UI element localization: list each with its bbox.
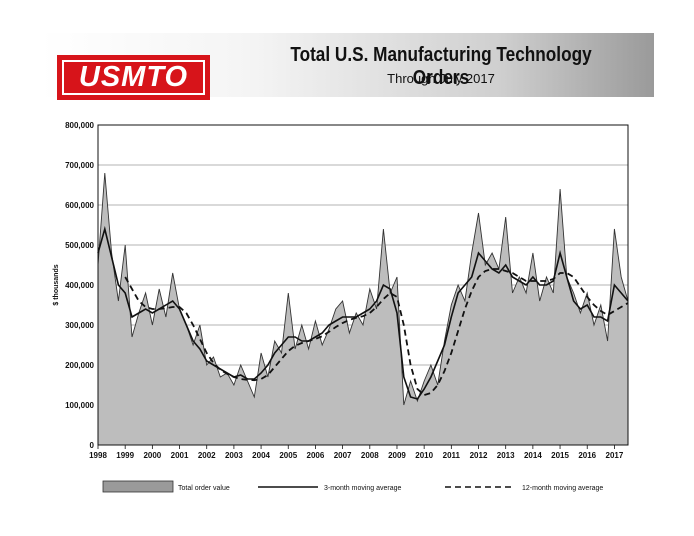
x-tick-label: 2009: [388, 451, 406, 460]
series-area-total-order-value: [98, 173, 628, 445]
x-tick-label: 2004: [252, 451, 270, 460]
chart-subtitle: Through July 2017: [387, 71, 495, 86]
x-tick-label: 2005: [279, 451, 297, 460]
x-tick-label: 2007: [334, 451, 352, 460]
x-tick-label: 1998: [89, 451, 107, 460]
x-tick-label: 2014: [524, 451, 542, 460]
legend: Total order value 3-month moving average…: [102, 480, 603, 493]
x-tick-label: 2013: [497, 451, 515, 460]
x-tick-label: 2006: [307, 451, 325, 460]
y-tick-label: 400,000: [65, 281, 94, 290]
y-tick-label: 100,000: [65, 401, 94, 410]
x-tick-label: 2000: [143, 451, 161, 460]
legend-swatch-total: [102, 480, 174, 493]
x-tick-label: 2002: [198, 451, 216, 460]
x-tick-label: 2016: [578, 451, 596, 460]
y-tick-label: 0: [90, 441, 95, 450]
usmto-logo: USMTO: [57, 55, 210, 100]
y-tick-label: 500,000: [65, 241, 94, 250]
legend-label-ma12: 12-month moving average: [522, 485, 603, 492]
plot-frame: [97, 124, 629, 446]
x-tick-label: 2015: [551, 451, 569, 460]
x-tick-label: 2011: [443, 451, 461, 460]
y-axis-label: $ thousands: [53, 264, 60, 305]
series-line-12-month-average: [124, 268, 629, 397]
logo-frame: USMTO: [62, 60, 205, 95]
legend-label-total: Total order value: [178, 485, 230, 492]
x-tick-label: 2012: [470, 451, 488, 460]
series-line-3-month-average: [97, 225, 629, 400]
logo-text: USMTO: [78, 61, 189, 93]
chart-title: Total U.S. Manufacturing Technology Orde…: [290, 44, 592, 89]
y-tick-label: 800,000: [65, 121, 94, 130]
y-tick-label: 200,000: [65, 361, 94, 370]
x-tick-label: 1999: [116, 451, 134, 460]
x-tick-label: 2008: [361, 451, 379, 460]
y-axis-ticks: 0 100,000 200,000 300,000 400,000 500,000 600,…: [65, 121, 94, 450]
x-tick-label: 2003: [225, 451, 243, 460]
x-tick-label: 2017: [606, 451, 624, 460]
legend-label-ma3: 3-month moving average: [324, 485, 402, 492]
y-tick-label: 700,000: [65, 161, 94, 170]
series-layer: [97, 172, 629, 445]
x-tick-label: 2010: [415, 451, 433, 460]
x-tick-label: 2001: [171, 451, 189, 460]
y-tick-label: 300,000: [65, 321, 94, 330]
y-tick-label: 600,000: [65, 201, 94, 210]
x-axis-ticks: 1998 1999 2000 2001 2002 2003 2004 2005 2006 2007…: [89, 445, 624, 460]
